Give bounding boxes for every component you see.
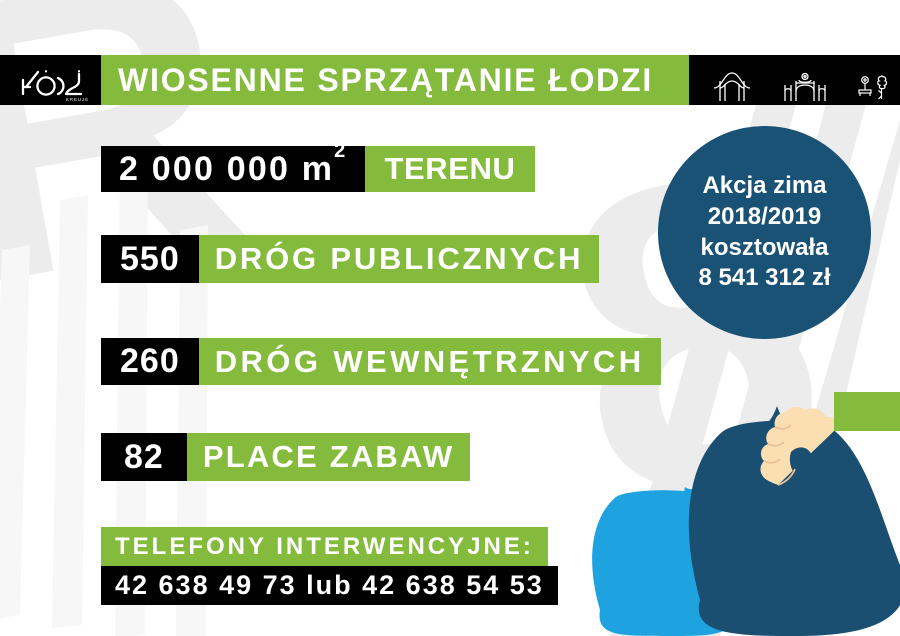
- svg-text:KREUJE: KREUJE: [66, 97, 89, 102]
